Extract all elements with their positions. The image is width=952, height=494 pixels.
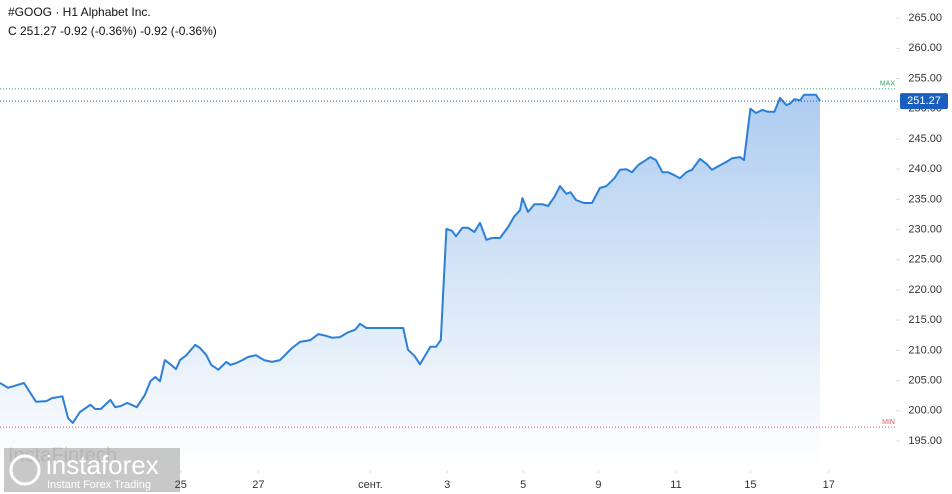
x-tick-label: 25	[175, 479, 187, 491]
y-tick-label: 235.00	[908, 193, 942, 205]
level-label: MIN	[882, 419, 895, 426]
y-tick-label: 210.00	[908, 344, 942, 356]
y-tick-label: 240.00	[908, 163, 942, 175]
area	[0, 94, 820, 471]
last-price-box	[900, 93, 948, 110]
plot-area	[0, 93, 821, 471]
y-tick-label: 225.00	[908, 254, 942, 266]
watermark-box	[4, 448, 180, 492]
y-tick-label: 255.00	[908, 72, 942, 84]
x-tick-label: 3	[444, 479, 450, 491]
x-tick-label: 9	[595, 479, 601, 491]
x-tick-label: сент.	[358, 479, 383, 491]
y-tick-label: 230.00	[908, 223, 942, 235]
y-tick-label: 200.00	[908, 405, 942, 417]
x-tick-label: 15	[744, 479, 756, 491]
y-tick-label: 265.00	[908, 12, 942, 24]
watermark-brand: instaforex	[46, 450, 159, 480]
y-tick-label: 220.00	[908, 284, 942, 296]
x-tick-label: 11	[670, 479, 681, 491]
watermark-tagline: Instant Forex Trading	[47, 479, 151, 491]
x-tick-label: 17	[823, 479, 835, 491]
y-tick-label: 215.00	[908, 314, 942, 326]
x-tick-label: 5	[520, 479, 526, 491]
watermark-logo	[9, 454, 41, 486]
chart-title: #GOOG · H1 Alphabet Inc.	[8, 5, 151, 19]
last-price-label: 251.27	[907, 95, 941, 107]
y-tick-label: 245.00	[908, 133, 942, 145]
y-tick-label: 205.00	[908, 374, 942, 386]
line	[0, 93, 821, 424]
y-tick-label: 260.00	[908, 42, 942, 54]
chart-subtitle: C 251.27 -0.92 (-0.36%) -0.92 (-0.36%)	[8, 24, 217, 38]
x-tick-label: 27	[252, 479, 264, 491]
level-label: MAX	[880, 81, 896, 88]
y-tick-label: 195.00	[908, 435, 942, 447]
